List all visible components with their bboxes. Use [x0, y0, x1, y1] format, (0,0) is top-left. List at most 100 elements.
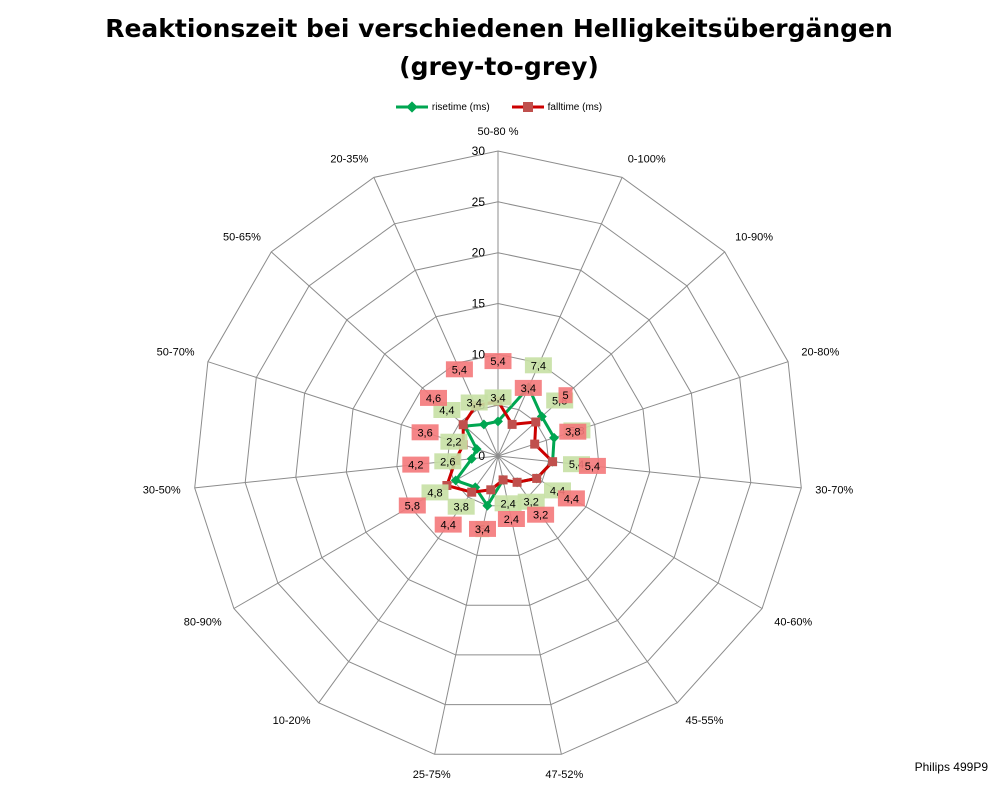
risetime-data-label: 2,4: [500, 498, 515, 510]
falltime-label-box: [557, 490, 585, 507]
falltime-data-label: 4,2: [408, 460, 423, 472]
falltime-point: [532, 473, 542, 483]
risetime-label-box: [484, 389, 512, 406]
falltime-data-label: 3,6: [417, 427, 432, 439]
falltime-data-label: 5,4: [585, 461, 600, 473]
falltime-point: [512, 477, 522, 487]
falltime-label-box: [558, 387, 573, 404]
falltime-point: [507, 419, 517, 429]
falltime-point: [498, 475, 508, 485]
falltime-label-box: [434, 516, 462, 533]
risetime-data-label: 3,8: [454, 502, 469, 514]
risetime-data-label: 2,2: [446, 437, 461, 449]
spoke-line: [497, 361, 789, 457]
spoke-line: [497, 177, 623, 457]
category-label: 25-75%: [413, 769, 451, 781]
falltime-label-box: [411, 424, 439, 441]
risetime-point: [482, 500, 493, 511]
category-label: 80-90%: [184, 617, 222, 629]
radial-tick-label: 15: [472, 297, 486, 311]
falltime-label-box: [469, 520, 496, 537]
falltime-data-label: 4,6: [426, 393, 441, 405]
risetime-data-label: 3,4: [467, 398, 482, 410]
risetime-data-label: 4,4: [439, 405, 454, 417]
grid-ring-25: [244, 201, 752, 706]
legend-item-risetime: risetime (ms): [395, 101, 490, 113]
risetime-data-label: 3,2: [524, 497, 539, 509]
category-label: 30-70%: [815, 484, 853, 496]
risetime-point: [493, 416, 503, 427]
risetime-label-box: [434, 453, 462, 470]
category-label: 50-65%: [223, 232, 261, 244]
risetime-point: [478, 419, 489, 430]
falltime-data-label: 2,4: [504, 514, 519, 526]
category-label: 50-80 %: [478, 126, 519, 138]
radial-tick-label: 25: [472, 195, 486, 209]
falltime-data-label: 5,4: [452, 364, 467, 376]
legend-item-falltime: falltime (ms): [511, 101, 603, 113]
risetime-label-box: [440, 433, 468, 450]
risetime-data-label: 2,6: [440, 456, 455, 468]
spoke-line: [497, 455, 678, 704]
radial-tick-label: 10: [472, 347, 486, 361]
risetime-label-box: [494, 495, 522, 512]
category-label: 45-55%: [686, 715, 724, 727]
risetime-point: [450, 475, 461, 486]
chart-legend: risetime (ms) falltime (ms): [0, 101, 998, 113]
risetime-label-box: [460, 394, 488, 411]
falltime-label-box: [420, 389, 447, 406]
risetime-label-box: [524, 357, 552, 374]
falltime-label-box: [578, 457, 606, 474]
chart-title-line-2: (grey-to-grey): [399, 52, 599, 81]
falltime-data-label: 5,8: [405, 501, 420, 513]
risetime-point: [466, 453, 477, 464]
spoke-line: [318, 455, 499, 704]
risetime-label-box: [421, 484, 449, 501]
falltime-label-box: [402, 456, 430, 473]
chart-title-line-1: Reaktionszeit bei verschiedenen Helligke…: [105, 14, 893, 43]
falltime-point: [458, 420, 468, 430]
falltime-point: [486, 485, 496, 495]
falltime-label-box: [445, 361, 473, 378]
risetime-label-box: [517, 493, 545, 510]
category-label: 40-60%: [774, 617, 812, 629]
falltime-point: [530, 439, 540, 449]
legend-falltime-label: falltime (ms): [547, 101, 603, 113]
falltime-data-label: 3,8: [565, 427, 580, 439]
legend-risetime-swatch: [395, 101, 428, 113]
falltime-data-label: 3,4: [475, 524, 490, 536]
falltime-label-box: [559, 423, 587, 440]
risetime-data-label: 3,4: [490, 392, 505, 404]
risetime-label-box: [433, 402, 461, 418]
category-label: 50-70%: [157, 346, 195, 358]
radial-tick-label: 20: [472, 246, 486, 260]
chart-title: Reaktionszeit bei verschiedenen Helligke…: [0, 10, 998, 86]
risetime-point: [471, 444, 482, 455]
falltime-label-box: [514, 379, 542, 396]
risetime-data-label: 7,4: [531, 360, 546, 372]
grid-ring-15: [345, 302, 651, 606]
falltime-label-box: [484, 353, 512, 370]
falltime-point: [531, 417, 541, 427]
category-label: 20-80%: [801, 346, 839, 358]
falltime-data-label: 5,4: [490, 356, 505, 368]
falltime-label-box: [398, 497, 426, 514]
risetime-label-box: [447, 498, 475, 515]
falltime-data-label: 3,2: [533, 510, 548, 522]
category-label: 30-50%: [143, 484, 181, 496]
category-label: 20-35%: [330, 154, 368, 166]
legend-falltime-swatch: [511, 102, 544, 112]
falltime-data-label: 4,4: [564, 493, 579, 505]
falltime-data-label: 5: [562, 390, 568, 402]
monitor-model-label: Philips 499P9: [914, 760, 988, 774]
falltime-label-box: [527, 506, 555, 523]
category-label: 10-20%: [273, 715, 311, 727]
falltime-point: [467, 487, 477, 497]
category-label: 0-100%: [628, 154, 666, 166]
category-label: 10-90%: [735, 232, 773, 244]
category-label: 47-52%: [545, 769, 583, 781]
grid-ring-10: [396, 353, 600, 556]
spoke-line: [497, 455, 763, 609]
radial-tick-label: 0: [478, 449, 485, 463]
